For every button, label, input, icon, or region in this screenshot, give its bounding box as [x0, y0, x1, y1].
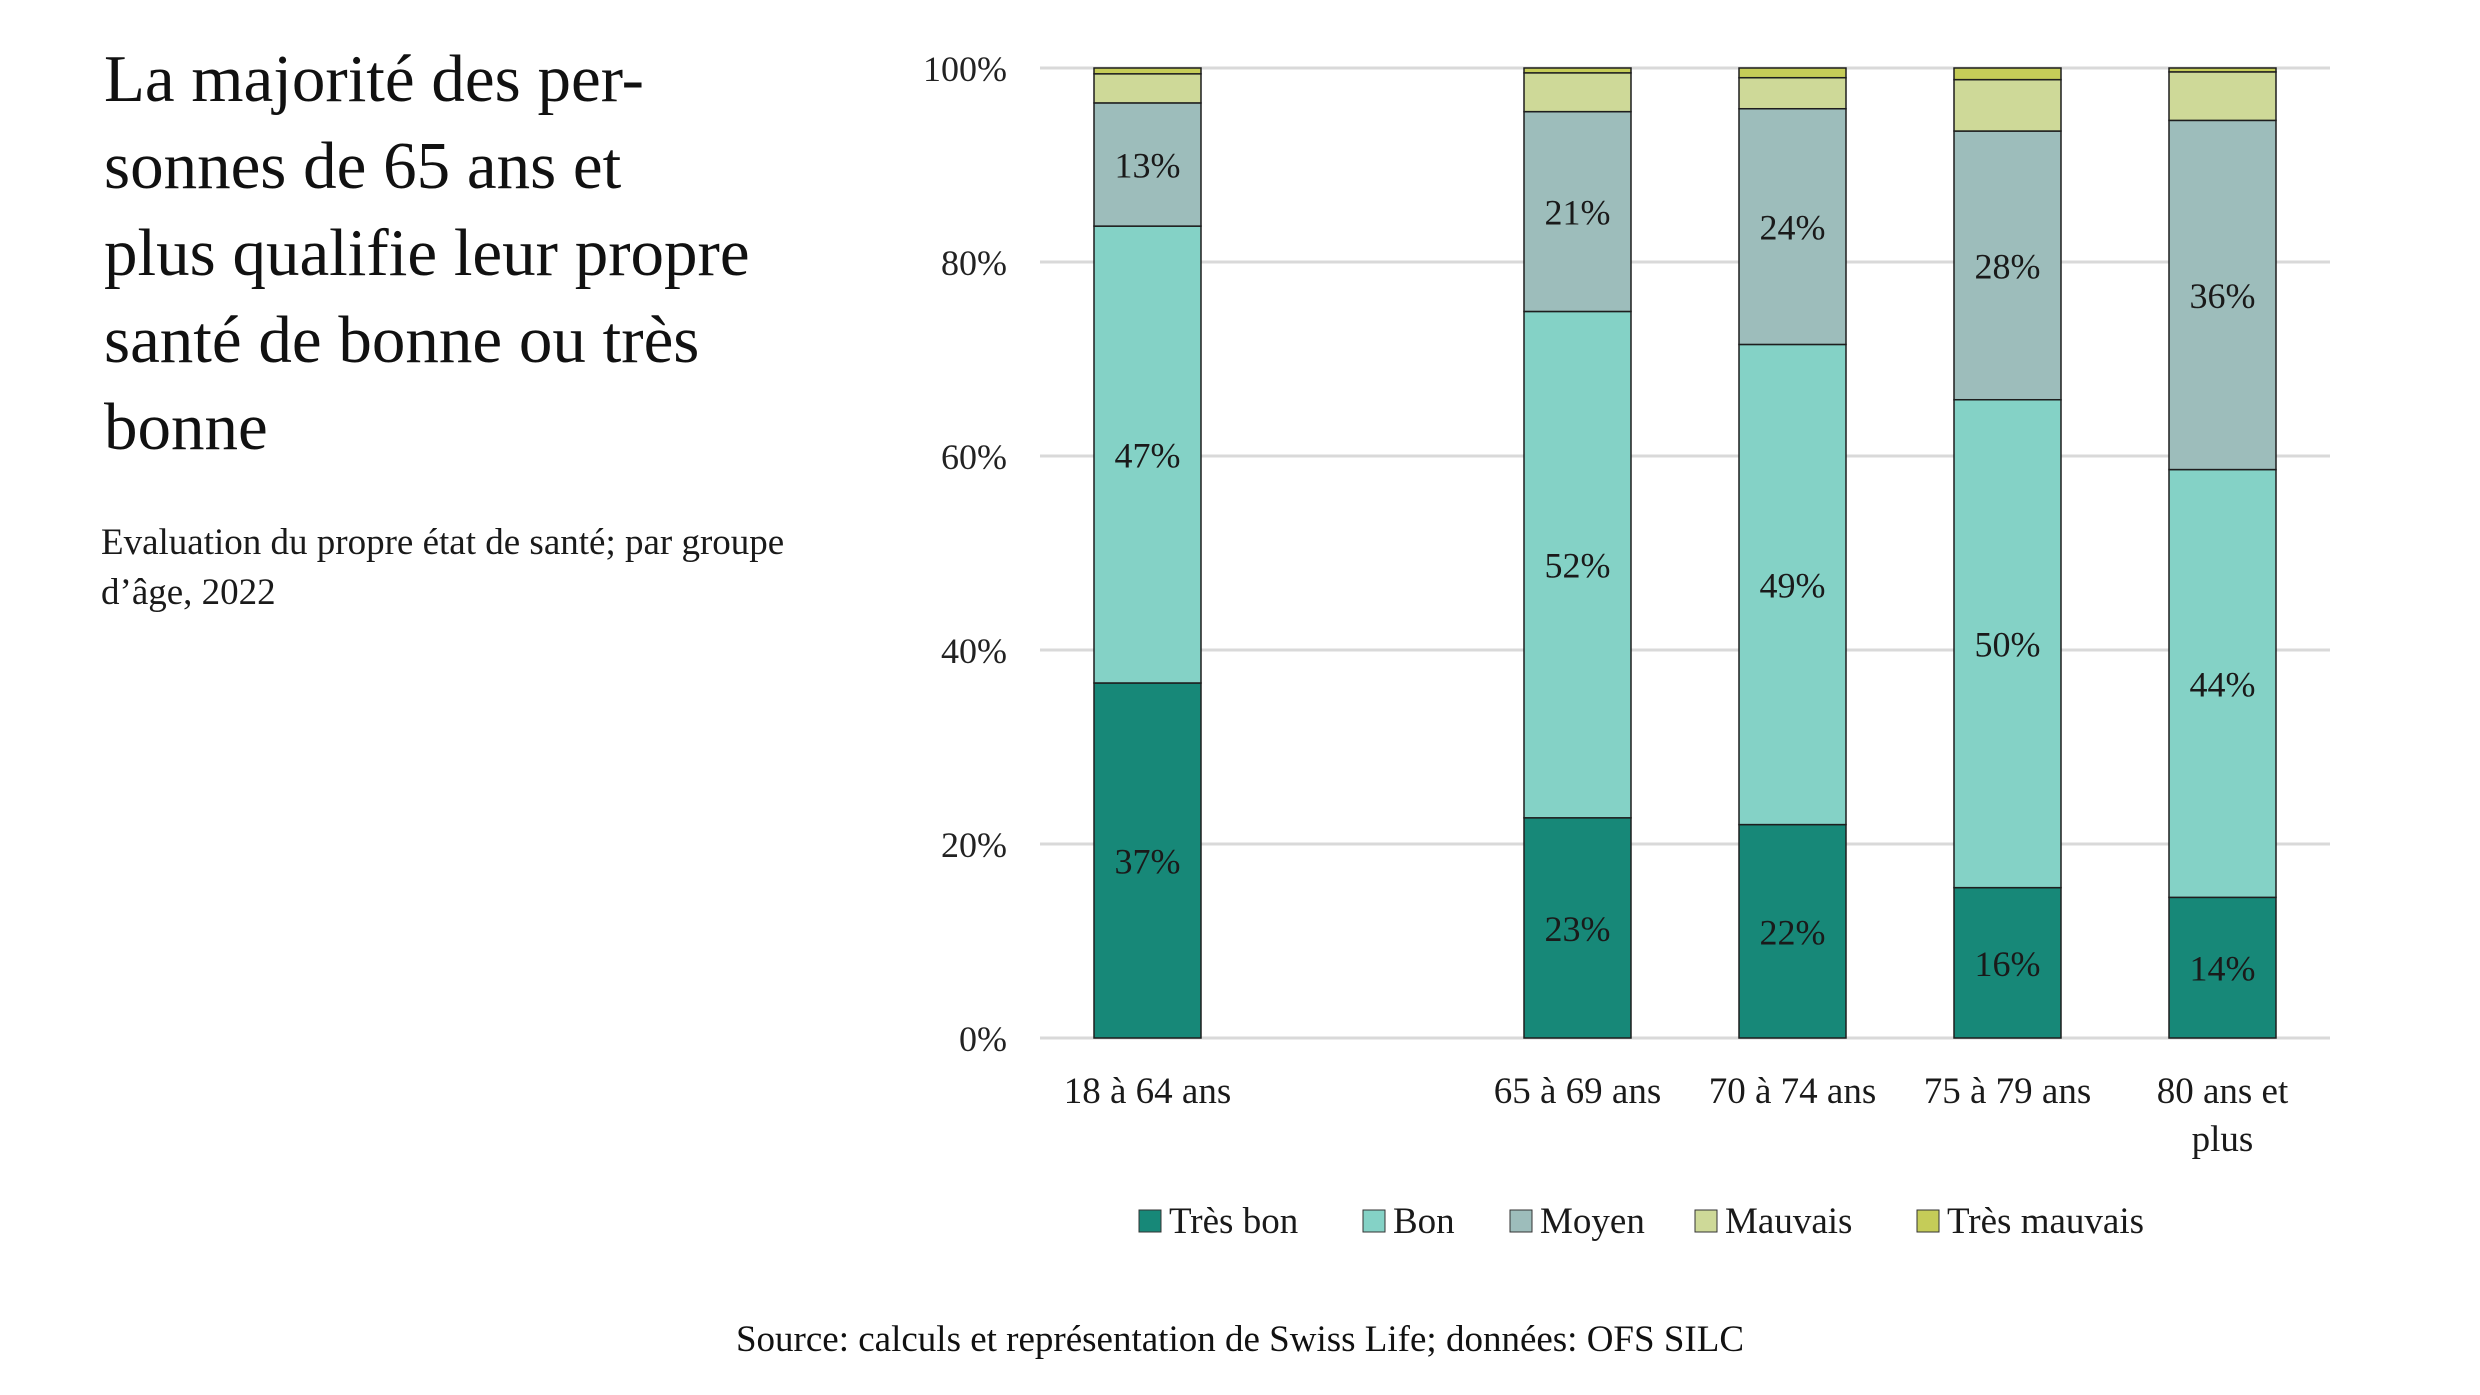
chart-subtitle: Evaluation du propre état de santé; par … [101, 518, 901, 618]
bar-segment [1953, 886, 2062, 1039]
data-label: 37% [1115, 841, 1181, 881]
legend-swatch [1362, 1209, 1386, 1233]
subtitle-line: d’âge, 2022 [101, 572, 276, 613]
bar-segment [1093, 102, 1202, 227]
bar-segment [1093, 73, 1202, 104]
title-line: plus qualifie leur propre [104, 216, 750, 290]
data-label: 49% [1760, 566, 1826, 606]
x-tick-label: 75 à 79 ans [1924, 1071, 2092, 1112]
bar-segment [2168, 119, 2277, 471]
bar-segment [2168, 896, 2277, 1039]
data-label: 24% [1760, 208, 1826, 248]
bar-segment [1953, 78, 2062, 132]
y-tick-label: 20% [941, 825, 1007, 865]
bar-segment [1093, 67, 1202, 75]
x-tick-label: 18 à 64 ans [1064, 1071, 1232, 1112]
data-label: 50% [1975, 625, 2041, 665]
title-line: sonnes de 65 ans et [104, 129, 622, 203]
data-label: 36% [2190, 276, 2256, 316]
chart-title: La majorité des per- sonnes de 65 ans et… [104, 36, 894, 471]
bar-segment [1953, 67, 2062, 81]
y-axis-ticks: 0% 20% 40% 60% 80% 100% [923, 49, 1007, 1059]
x-tick-label: 70 à 74 ans [1709, 1071, 1877, 1112]
bar-segment [1738, 343, 1847, 826]
legend-swatch [1509, 1209, 1533, 1233]
data-label: 14% [2190, 949, 2256, 989]
bar-segment [1738, 76, 1847, 110]
source-note: Source: calculs et représentation de Swi… [735, 1319, 1745, 1360]
y-tick-label: 0% [959, 1019, 1007, 1059]
bar-segment [1523, 110, 1632, 313]
title-line: bonne [104, 390, 268, 464]
bar-segment [1093, 225, 1202, 684]
gridlines [1040, 66, 2330, 1040]
x-tick-label: plus [2192, 1119, 2254, 1160]
legend-swatch [1138, 1209, 1162, 1233]
bar-segment [1523, 817, 1632, 1039]
data-label: 16% [1975, 944, 2041, 984]
y-tick-label: 60% [941, 437, 1007, 477]
y-tick-label: 80% [941, 243, 1007, 283]
x-tick-label: 80 ans et [2157, 1071, 2289, 1112]
legend-label: Très mauvais [1947, 1201, 2144, 1242]
data-label: 52% [1545, 546, 1611, 586]
data-label: 13% [1115, 146, 1181, 186]
bar-segment [2168, 468, 2277, 899]
legend-label: Très bon [1169, 1201, 1298, 1242]
x-axis-ticks: 18 à 64 ans 65 à 69 ans 70 à 74 ans 75 à 79… [1064, 1071, 2289, 1160]
bar-segment [1738, 67, 1847, 79]
data-label: 21% [1545, 193, 1611, 233]
y-tick-label: 100% [923, 49, 1007, 89]
data-label: 23% [1545, 909, 1611, 949]
title-line: santé de bonne ou très [104, 303, 700, 377]
data-label: 22% [1760, 912, 1826, 952]
data-label: 47% [1115, 436, 1181, 476]
legend-label: Mauvais [1725, 1201, 1852, 1242]
bar-segment [1738, 107, 1847, 346]
bar-segment [1738, 823, 1847, 1039]
subtitle-line: Evaluation du propre état de santé; par … [101, 522, 785, 563]
bar-segment [1523, 72, 1632, 113]
bar-segment [1523, 310, 1632, 819]
bar-segment [2168, 67, 2277, 73]
legend: Très bon Bon Moyen Mauvais Très mauvais [1138, 1201, 2144, 1242]
bars: 37% 47% 13% 23% 52% 21% 22% 49% 24% 16% 50% 28% 14% 4… [1093, 67, 2277, 1039]
bar-segment [1523, 67, 1632, 74]
x-tick-label: 65 à 69 ans [1494, 1071, 1662, 1112]
legend-label: Moyen [1540, 1201, 1645, 1242]
legend-label: Bon [1393, 1201, 1455, 1242]
bar-segment [1953, 130, 2062, 401]
bar-segment [2168, 71, 2277, 122]
data-label: 44% [2190, 664, 2256, 704]
y-tick-label: 40% [941, 631, 1007, 671]
legend-swatch [1694, 1209, 1718, 1233]
legend-swatch [1916, 1209, 1940, 1233]
title-line: La majorité des per- [104, 42, 644, 116]
bar-segment [1953, 398, 2062, 889]
data-label: 28% [1975, 246, 2041, 286]
bar-segment [1093, 682, 1202, 1039]
